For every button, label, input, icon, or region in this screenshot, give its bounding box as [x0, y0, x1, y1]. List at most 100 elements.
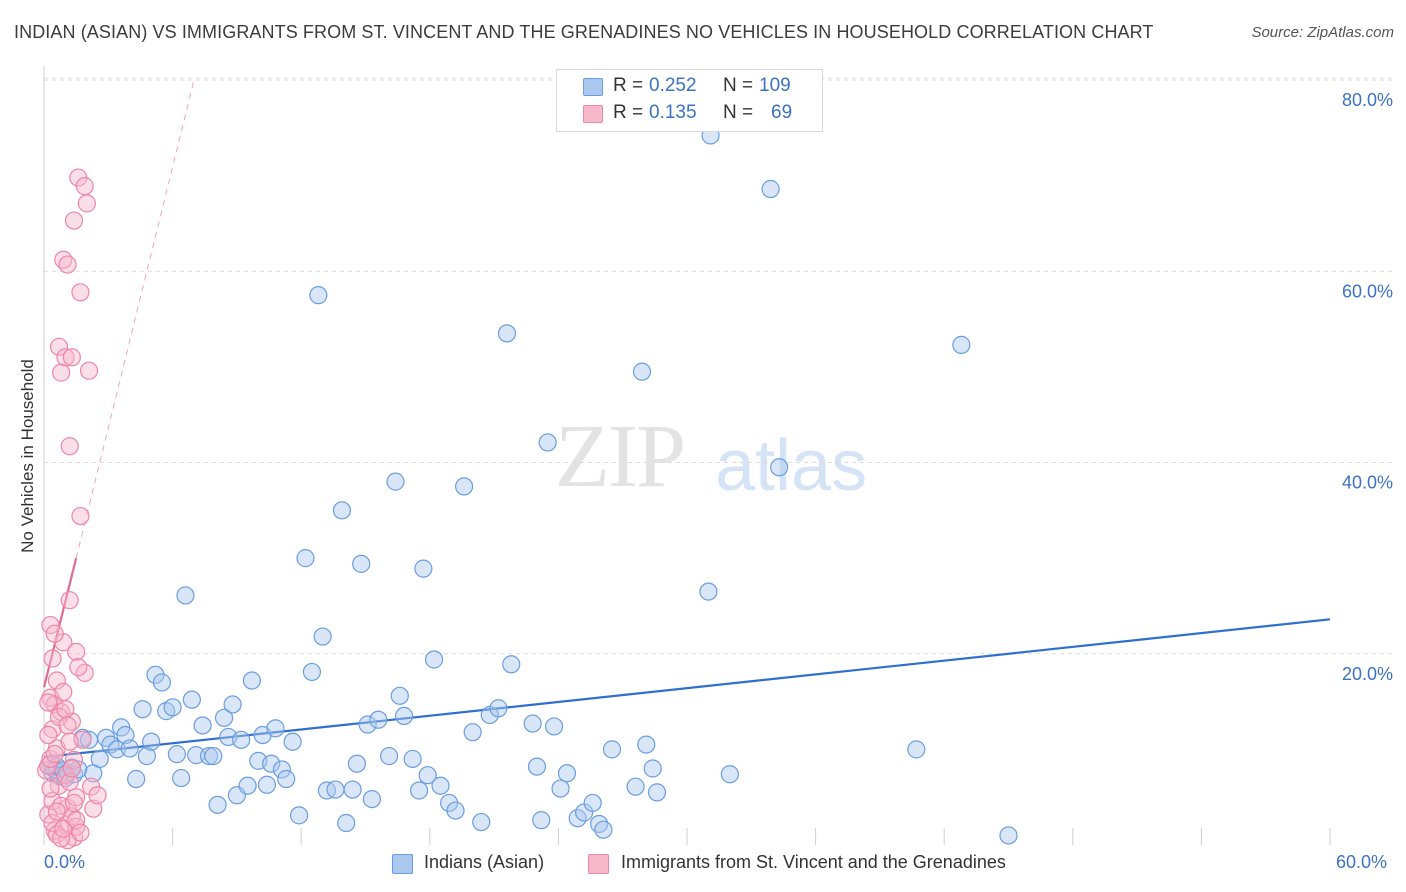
y-tick-label: 40.0%: [1342, 473, 1393, 493]
data-point: [232, 730, 251, 749]
data-point: [369, 710, 388, 729]
legend-n-value: 109: [759, 75, 791, 96]
data-point: [45, 745, 64, 764]
data-point: [424, 650, 444, 669]
data-point: [302, 662, 322, 682]
data-point: [489, 699, 508, 718]
data-point: [204, 746, 223, 766]
legend-r-value: 0.135: [649, 102, 697, 123]
data-point: [79, 361, 99, 380]
data-point: [538, 433, 557, 452]
data-point: [47, 671, 66, 690]
legend-n-label: N =: [723, 75, 754, 96]
data-point: [551, 779, 570, 798]
data-point: [463, 723, 482, 742]
data-point: [390, 686, 409, 705]
legend-row-indians: R = 0.252 N = 109: [557, 75, 822, 99]
data-point: [58, 255, 77, 274]
x-tick-right: 60.0%: [1336, 852, 1388, 872]
data-point: [77, 194, 96, 213]
data-point: [208, 795, 227, 814]
data-point: [54, 819, 73, 838]
data-point: [62, 348, 81, 367]
data-point: [283, 732, 302, 751]
data-point: [167, 745, 186, 764]
data-point: [347, 754, 367, 773]
data-point: [45, 624, 64, 643]
data-point: [142, 732, 161, 751]
data-point: [431, 776, 450, 795]
data-point: [409, 781, 429, 800]
data-point: [907, 740, 926, 759]
series-vincent: [37, 168, 107, 850]
data-point: [41, 615, 60, 635]
data-point: [309, 286, 328, 305]
legend-label-indians: Indians (Asian): [424, 852, 545, 872]
data-point: [720, 765, 739, 784]
data-point: [58, 716, 77, 735]
legend-swatch-vincent: [583, 105, 603, 123]
data-point: [277, 769, 296, 789]
trend-line-vincent: [42, 557, 78, 688]
data-point: [64, 211, 84, 230]
data-point: [238, 776, 257, 795]
data-point: [133, 700, 152, 719]
data-point: [272, 760, 292, 779]
data-point: [472, 812, 491, 832]
data-point: [199, 746, 219, 766]
legend-swatch-indians: [392, 854, 413, 874]
data-point: [182, 690, 201, 709]
data-point: [56, 700, 75, 719]
data-point: [71, 506, 90, 526]
data-point: [120, 739, 139, 758]
legend-r-label: R =: [613, 102, 644, 123]
data-point: [257, 775, 277, 794]
data-point: [75, 177, 94, 196]
y-axis-label: No Vehicles in Household: [18, 359, 37, 553]
legend-row-vincent: R = 0.135 N = 69: [557, 102, 822, 126]
trend-extension: [75, 79, 195, 559]
data-point: [223, 695, 242, 714]
data-point: [84, 799, 103, 818]
data-point: [557, 764, 577, 783]
correlation-legend: R = 0.252 N = 109 R = 0.135 N = 69: [556, 69, 823, 132]
data-point: [214, 708, 234, 727]
data-point: [502, 655, 521, 674]
data-point: [289, 806, 309, 825]
data-point: [88, 786, 107, 805]
source-label: Source: ZipAtlas.com: [1251, 24, 1394, 41]
data-point: [647, 783, 667, 802]
data-point: [71, 823, 90, 842]
data-point: [545, 717, 564, 736]
data-point: [352, 554, 371, 573]
data-point: [602, 740, 622, 759]
data-point: [418, 766, 437, 785]
data-point: [313, 627, 332, 646]
legend-n-value: 69: [771, 102, 793, 123]
chart-title: INDIAN (ASIAN) VS IMMIGRANTS FROM ST. VI…: [14, 22, 1154, 42]
data-point: [643, 759, 662, 778]
data-point: [152, 673, 171, 692]
data-point: [379, 746, 399, 766]
trend-line-indians: [43, 618, 1331, 759]
axes: [43, 66, 1331, 845]
trend-lines: [42, 79, 1331, 759]
data-point: [770, 458, 789, 477]
data-point: [594, 820, 613, 839]
data-point: [60, 772, 79, 791]
y-tick-label: 60.0%: [1342, 281, 1393, 301]
data-point: [583, 793, 602, 813]
y-tick-label: 80.0%: [1342, 90, 1393, 110]
gridlines: [44, 77, 1393, 655]
data-point: [326, 780, 345, 799]
data-point: [332, 501, 352, 520]
data-point: [69, 658, 88, 677]
data-point: [523, 714, 542, 733]
data-point: [163, 698, 182, 717]
data-point: [626, 777, 645, 796]
legend-n-label: N =: [723, 102, 754, 123]
data-point: [532, 811, 551, 830]
data-points: [37, 126, 1018, 850]
data-point: [67, 642, 86, 661]
legend-swatch-vincent: [588, 854, 609, 874]
